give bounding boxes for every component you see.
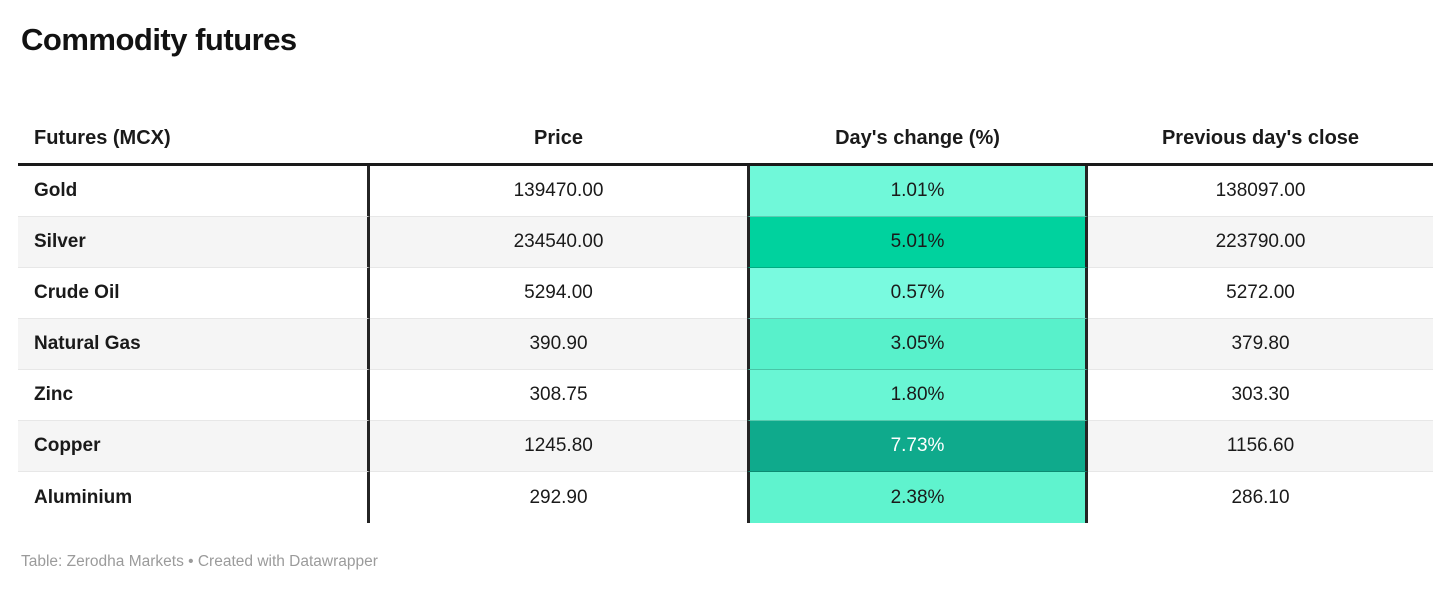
table-row: Crude Oil 5294.00 0.57% 5272.00 <box>18 268 1433 319</box>
days-change-cell: 2.38% <box>747 472 1088 523</box>
table-header-row: Futures (MCX) Price Day's change (%) Pre… <box>18 92 1433 166</box>
prev-close-cell: 1156.60 <box>1088 421 1433 472</box>
page-title: Commodity futures <box>21 22 297 57</box>
column-header-prev-close: Previous day's close <box>1161 127 1360 149</box>
price-cell: 139470.00 <box>370 166 747 217</box>
table-body: Gold 139470.00 1.01% 138097.00 Silver 23… <box>18 166 1433 523</box>
futures-name-cell: Crude Oil <box>18 268 370 319</box>
price-cell: 390.90 <box>370 319 747 370</box>
prev-close-cell: 286.10 <box>1231 486 1290 508</box>
days-change-cell: 1.01% <box>747 166 1088 217</box>
days-change-cell: 5.01% <box>747 217 1088 268</box>
prev-close-cell: 5272.00 <box>1088 268 1433 319</box>
table-row: Aluminium 292.90 2.38% 286.10 <box>18 472 1433 523</box>
price-cell: 5294.00 <box>370 268 747 319</box>
column-header-price: Price <box>534 127 583 149</box>
table-row: Silver 234540.00 5.01% 223790.00 <box>18 217 1433 268</box>
table-row: Gold 139470.00 1.01% 138097.00 <box>18 166 1433 217</box>
prev-close-cell: 303.30 <box>1088 370 1433 421</box>
days-change-cell: 0.57% <box>747 268 1088 319</box>
days-change-cell: 7.73% <box>747 421 1088 472</box>
table-row: Natural Gas 390.90 3.05% 379.80 <box>18 319 1433 370</box>
days-change-cell: 1.80% <box>747 370 1088 421</box>
column-header-days-change: Day's change (%) <box>835 127 1000 149</box>
futures-name-cell: Aluminium <box>18 472 370 523</box>
prev-close-cell: 138097.00 <box>1088 166 1433 217</box>
price-cell: 1245.80 <box>370 421 747 472</box>
commodity-futures-table: Futures (MCX) Price Day's change (%) Pre… <box>18 92 1433 523</box>
futures-name-cell: Gold <box>18 166 370 217</box>
prev-close-cell: 379.80 <box>1088 319 1433 370</box>
price-cell: 234540.00 <box>370 217 747 268</box>
commodity-futures-table-page: Commodity futures Futures (MCX) Price Da… <box>0 22 1456 609</box>
futures-name-cell: Silver <box>18 217 370 268</box>
futures-name-cell: Natural Gas <box>18 319 370 370</box>
price-cell: 292.90 <box>529 486 588 508</box>
attribution-footer: Table: Zerodha Markets • Created with Da… <box>21 553 378 570</box>
price-cell: 308.75 <box>370 370 747 421</box>
futures-name-cell: Zinc <box>18 370 370 421</box>
column-header-futures: Futures (MCX) <box>34 127 171 149</box>
futures-name-cell: Copper <box>18 421 370 472</box>
table-row: Copper 1245.80 7.73% 1156.60 <box>18 421 1433 472</box>
days-change-cell: 3.05% <box>747 319 1088 370</box>
prev-close-cell: 223790.00 <box>1088 217 1433 268</box>
table-row: Zinc 308.75 1.80% 303.30 <box>18 370 1433 421</box>
